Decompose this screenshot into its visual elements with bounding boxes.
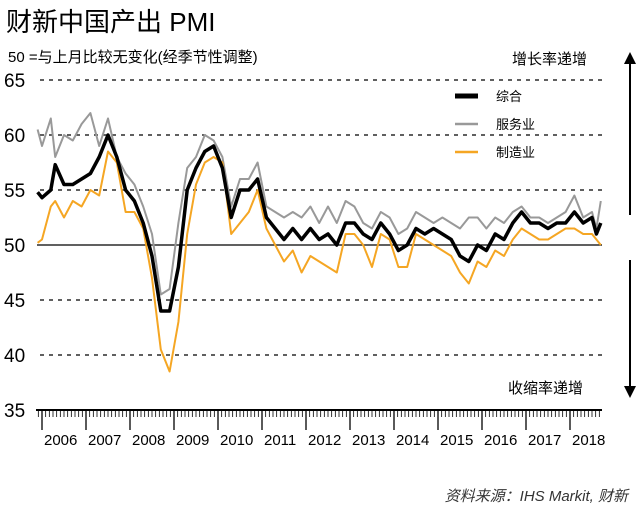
x-tick-label: 2012 bbox=[308, 432, 341, 449]
x-tick-label: 2008 bbox=[132, 432, 165, 449]
expansion-label: 增长率递增 bbox=[512, 51, 588, 68]
y-tick-label: 40 bbox=[4, 346, 25, 367]
x-tick-label: 2006 bbox=[44, 432, 77, 449]
chart-subtitle: 50 =与上月比较无变化(经季节性调整) bbox=[8, 49, 258, 66]
x-tick-label: 2014 bbox=[396, 432, 429, 449]
x-tick-label: 2015 bbox=[440, 432, 473, 449]
legend-label: 制造业 bbox=[496, 145, 535, 160]
legend-label: 服务业 bbox=[496, 117, 535, 132]
contraction-label: 收缩率递增 bbox=[508, 380, 584, 397]
y-tick-label: 45 bbox=[4, 291, 25, 312]
x-tick-label: 2013 bbox=[352, 432, 385, 449]
x-tick-label: 2011 bbox=[264, 432, 296, 449]
x-tick-label: 2007 bbox=[88, 432, 121, 449]
x-tick-label: 2016 bbox=[484, 432, 517, 449]
x-tick-label: 2010 bbox=[220, 432, 253, 449]
source-note: 资料来源：IHS Markit, 财新 bbox=[444, 488, 628, 505]
x-tick-label: 2009 bbox=[176, 432, 209, 449]
series-line-0 bbox=[36, 133, 603, 313]
y-tick-label: 60 bbox=[4, 126, 25, 147]
legend-label: 综合 bbox=[496, 89, 522, 104]
series-line-2 bbox=[37, 150, 602, 373]
series-line-1 bbox=[36, 112, 602, 296]
y-tick-label: 55 bbox=[4, 181, 25, 202]
y-tick-label: 35 bbox=[4, 401, 25, 422]
x-tick-label: 2018 bbox=[572, 432, 605, 449]
x-tick-label: 2017 bbox=[528, 432, 561, 449]
chart-title: 财新中国产出 PMI bbox=[6, 7, 216, 37]
y-tick-label: 50 bbox=[4, 236, 25, 257]
y-tick-label: 65 bbox=[4, 71, 25, 92]
